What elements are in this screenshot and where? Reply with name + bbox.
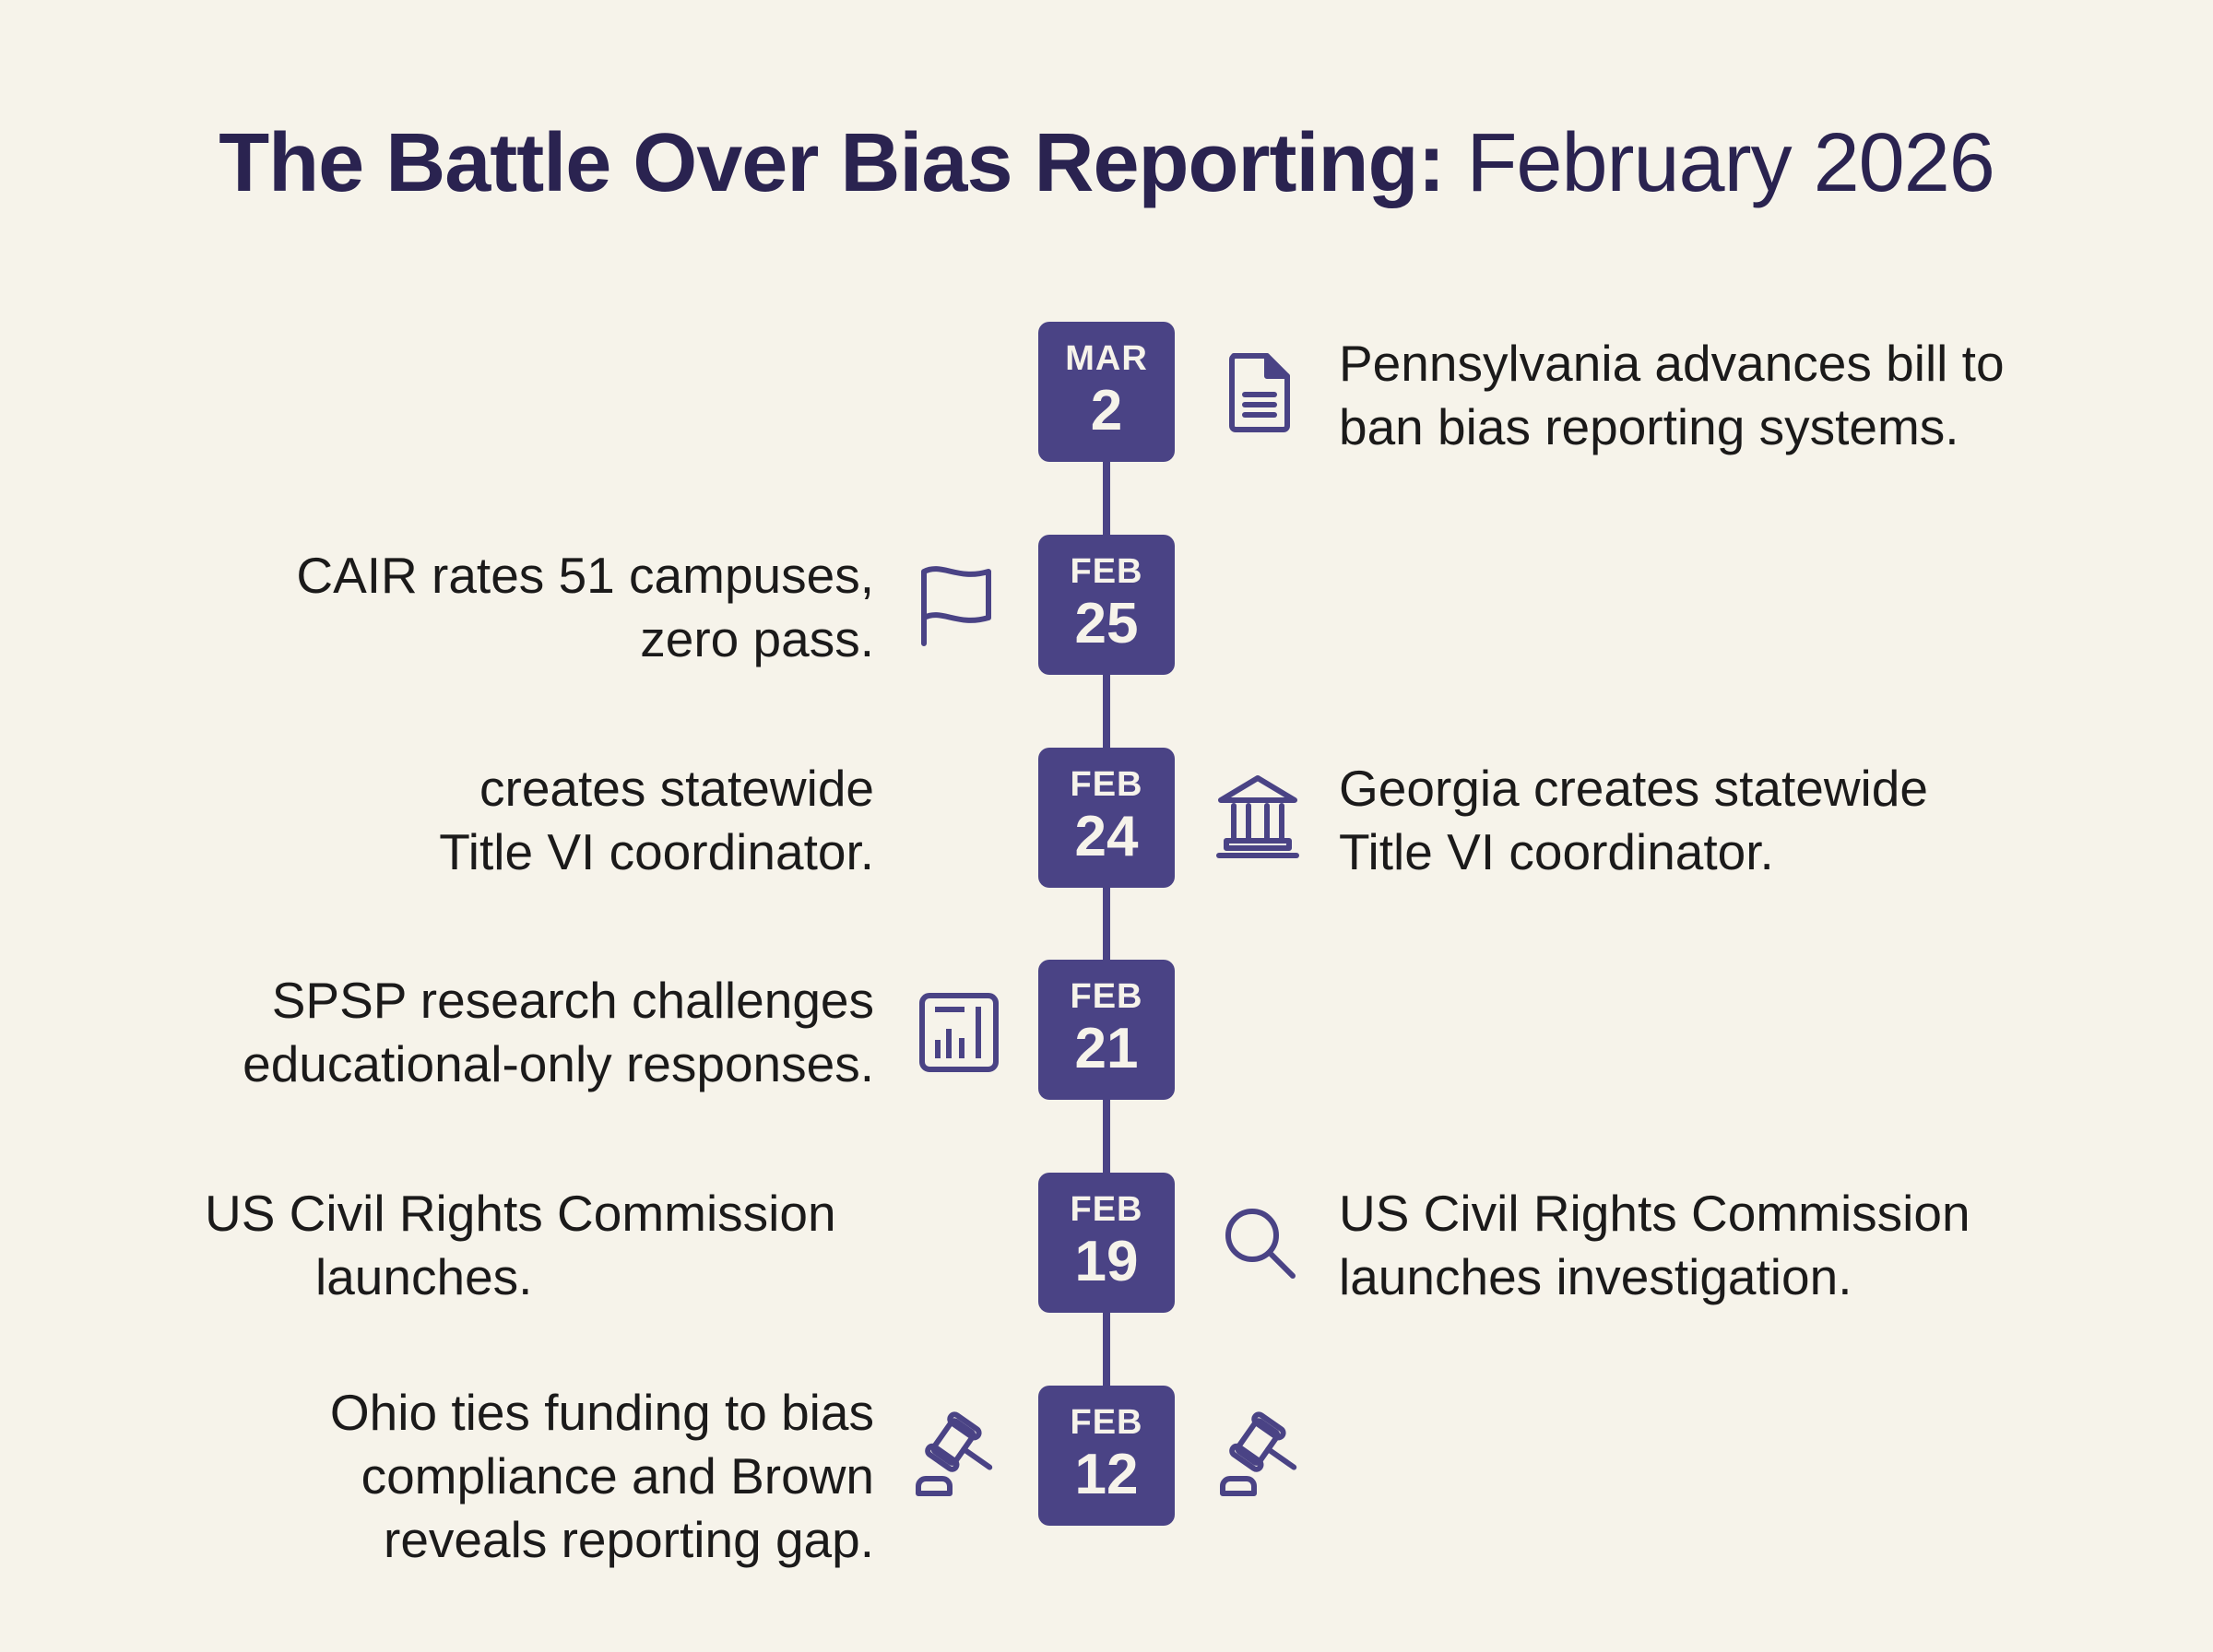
date-month: FEB xyxy=(1070,765,1143,804)
date-badge-feb-19: FEB 19 xyxy=(1038,1173,1175,1313)
flag-icon xyxy=(915,560,1003,649)
bar-chart-icon xyxy=(915,988,1003,1077)
date-day: 12 xyxy=(1074,1443,1139,1506)
timeline-connector xyxy=(1103,673,1110,749)
date-badge-feb-24: FEB 24 xyxy=(1038,748,1175,888)
date-badge-feb-21: FEB 21 xyxy=(1038,960,1175,1100)
event-text-left: creates statewide Title VI coordinator. xyxy=(439,760,874,880)
date-day: 25 xyxy=(1074,592,1139,655)
date-month: FEB xyxy=(1070,1190,1143,1229)
date-day: 21 xyxy=(1074,1017,1139,1080)
date-badge-feb-25: FEB 25 xyxy=(1038,535,1175,675)
event-text-left: SPSP research challenges educational-onl… xyxy=(243,972,874,1092)
date-day: 24 xyxy=(1074,805,1139,868)
document-icon xyxy=(1215,348,1304,437)
title-date: February 2026 xyxy=(1466,117,1994,209)
timeline-connector xyxy=(1103,886,1110,962)
date-day: 19 xyxy=(1074,1230,1139,1293)
date-badge-mar-2: MAR 2 xyxy=(1038,322,1175,462)
title-main: The Battle Over Bias Reporting: xyxy=(219,117,1445,209)
date-month: FEB xyxy=(1070,1403,1143,1442)
date-day: 2 xyxy=(1090,379,1123,442)
event-text-right: Georgia creates statewide Title VI coord… xyxy=(1339,760,1928,880)
timeline-connector xyxy=(1103,1311,1110,1387)
timeline-connector xyxy=(1103,1098,1110,1174)
gavel-icon xyxy=(911,1409,1000,1497)
page-title: The Battle Over Bias Reporting: February… xyxy=(0,112,2213,214)
government-building-icon xyxy=(1213,773,1302,861)
date-badge-feb-12: FEB 12 xyxy=(1038,1386,1175,1526)
date-month: FEB xyxy=(1070,977,1143,1016)
event-text-left: CAIR rates 51 campuses, zero pass. xyxy=(296,547,874,667)
event-text-left: Ohio ties funding to bias compliance and… xyxy=(329,1384,874,1568)
event-text-right: US Civil Rights Commission launches inve… xyxy=(1339,1185,1970,1305)
event-text-left: US Civil Rights Commission launches. xyxy=(205,1185,836,1305)
event-text-right: Pennsylvania advances bill to ban bias r… xyxy=(1339,335,2005,455)
date-month: MAR xyxy=(1065,339,1148,378)
magnifier-icon xyxy=(1215,1198,1304,1287)
gavel-icon xyxy=(1215,1409,1304,1497)
date-month: FEB xyxy=(1070,552,1143,591)
timeline-connector xyxy=(1103,461,1110,537)
